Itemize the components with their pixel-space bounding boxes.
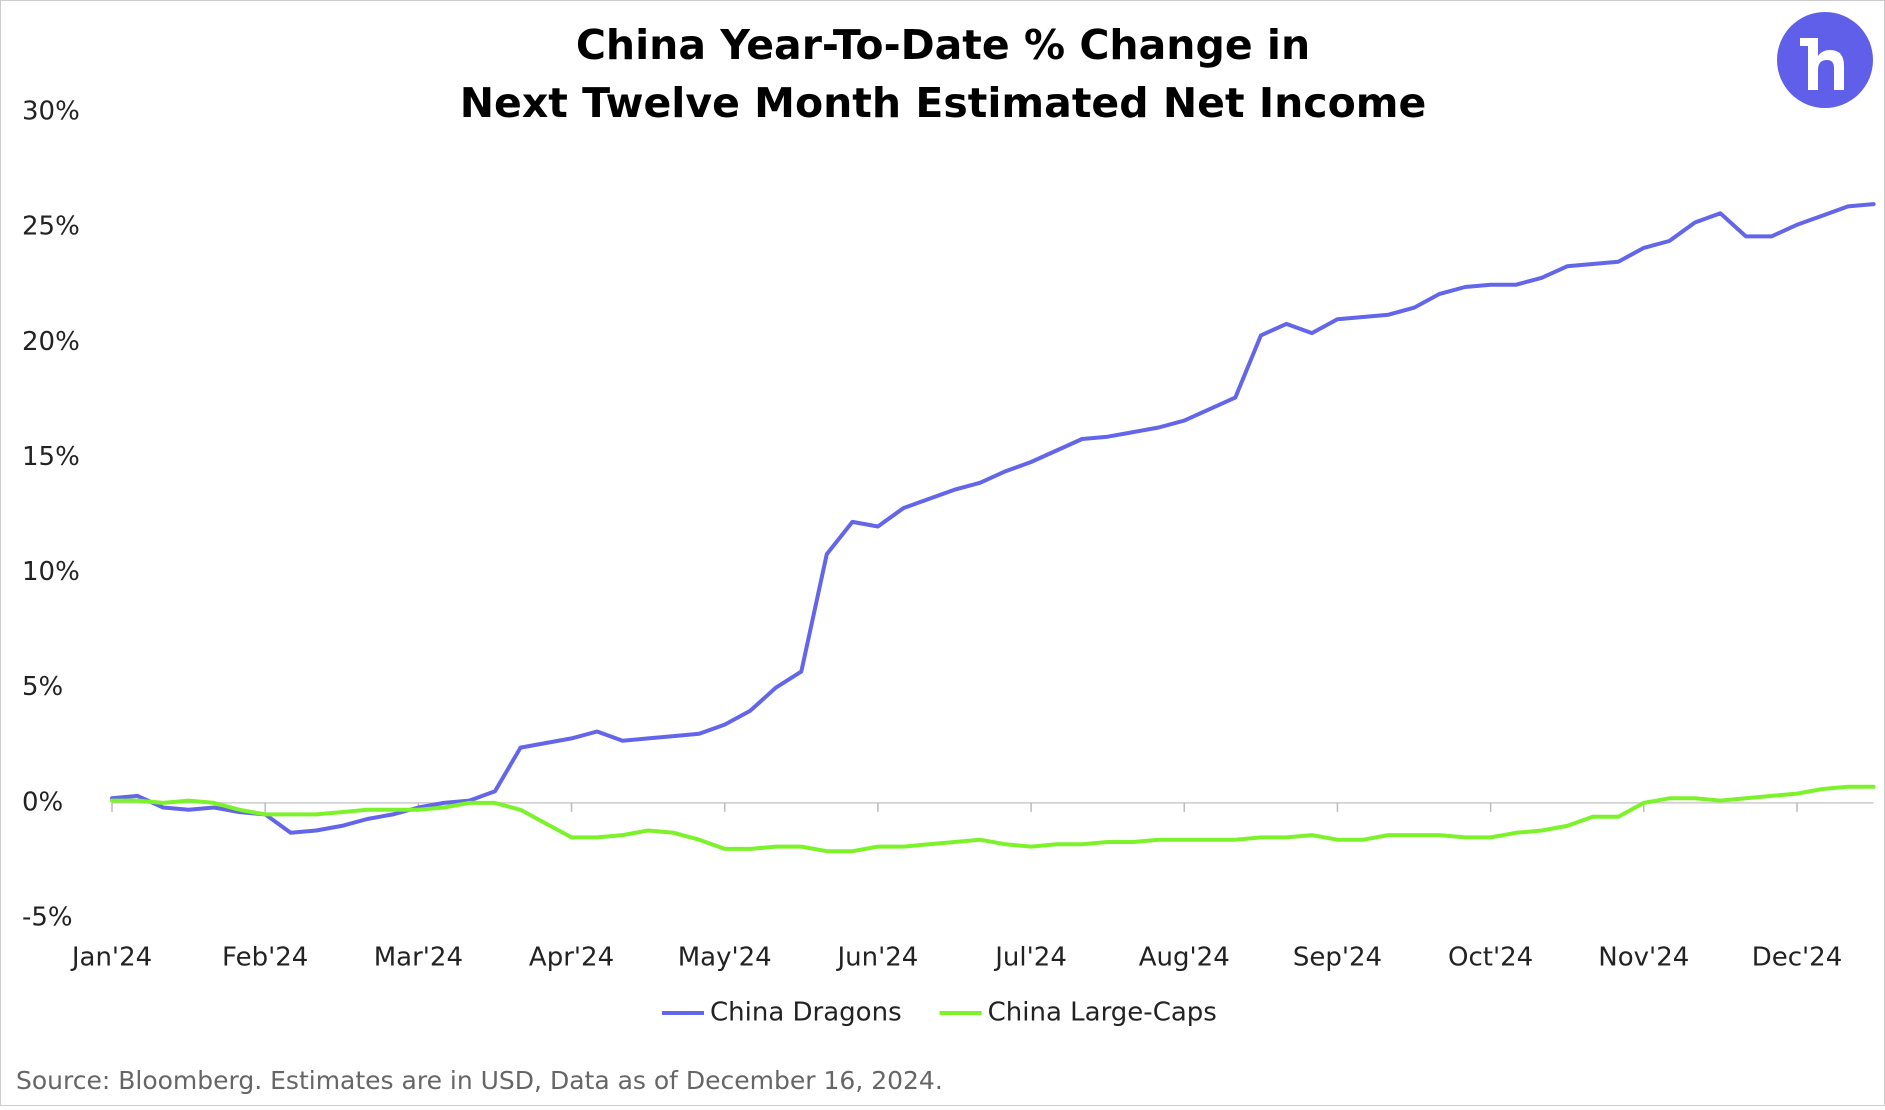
y-tick-label: -5%: [22, 903, 73, 933]
x-tick-label: Mar'24: [374, 943, 463, 973]
x-tick-label: May'24: [678, 943, 772, 973]
source-note: Source: Bloomberg. Estimates are in USD,…: [16, 1066, 943, 1095]
x-tick-label: Nov'24: [1598, 943, 1689, 973]
chart-title: China Year-To-Date % Change in: [576, 21, 1310, 69]
logo: [1777, 12, 1873, 108]
legend-label: China Dragons: [710, 998, 902, 1028]
x-tick-label: Sep'24: [1293, 943, 1382, 973]
y-tick-label: 0%: [22, 787, 63, 817]
y-tick-label: 30%: [22, 97, 80, 127]
y-tick-label: 25%: [22, 212, 80, 242]
x-tick-label: Jul'24: [993, 943, 1067, 973]
x-tick-label: Dec'24: [1752, 943, 1843, 973]
chart-title: Next Twelve Month Estimated Net Income: [460, 79, 1427, 127]
series-line: [110, 784, 1876, 854]
x-tick-label: Jun'24: [835, 943, 918, 973]
y-tick-label: 5%: [22, 672, 63, 702]
y-tick-label: 15%: [22, 442, 80, 472]
x-tick-label: Aug'24: [1139, 943, 1230, 973]
y-tick-label: 10%: [22, 557, 80, 587]
legend-label: China Large-Caps: [988, 998, 1217, 1028]
x-tick-label: Jan'24: [70, 943, 152, 973]
y-tick-label: 20%: [22, 327, 80, 357]
x-tick-label: Feb'24: [222, 943, 308, 973]
x-tick-label: Apr'24: [529, 943, 614, 973]
x-tick-label: Oct'24: [1448, 943, 1533, 973]
